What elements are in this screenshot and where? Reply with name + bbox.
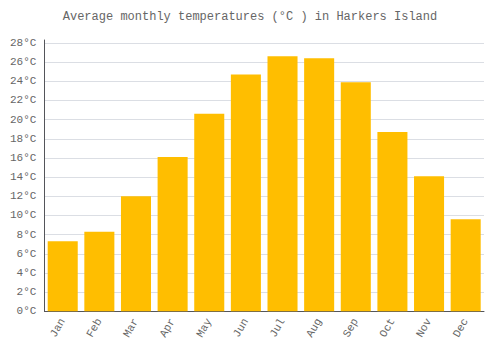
svg-text:2°C: 2°C xyxy=(17,286,37,298)
svg-text:6°C: 6°C xyxy=(17,248,37,260)
svg-text:Oct: Oct xyxy=(377,316,397,339)
svg-text:24°C: 24°C xyxy=(10,75,37,87)
svg-text:Jul: Jul xyxy=(267,316,287,339)
svg-text:20°C: 20°C xyxy=(10,114,37,126)
svg-text:16°C: 16°C xyxy=(10,152,37,164)
svg-text:Jan: Jan xyxy=(48,316,68,339)
svg-text:22°C: 22°C xyxy=(10,94,37,106)
svg-text:May: May xyxy=(194,316,214,339)
svg-text:Nov: Nov xyxy=(414,316,434,339)
svg-text:Jun: Jun xyxy=(231,316,251,339)
svg-text:Aug: Aug xyxy=(304,316,324,339)
svg-text:18°C: 18°C xyxy=(10,133,37,145)
svg-text:Mar: Mar xyxy=(121,316,141,339)
svg-text:Apr: Apr xyxy=(158,316,178,339)
svg-text:4°C: 4°C xyxy=(17,267,37,279)
svg-text:14°C: 14°C xyxy=(10,171,37,183)
svg-text:10°C: 10°C xyxy=(10,209,37,221)
svg-text:26°C: 26°C xyxy=(10,56,37,68)
svg-text:Sep: Sep xyxy=(341,316,361,339)
svg-text:Dec: Dec xyxy=(451,316,471,339)
svg-text:Average monthly temperatures (: Average monthly temperatures (°C ) in Ha… xyxy=(63,10,437,24)
svg-text:Feb: Feb xyxy=(84,316,104,339)
svg-text:0°C: 0°C xyxy=(17,305,37,317)
svg-text:12°C: 12°C xyxy=(10,190,37,202)
svg-text:8°C: 8°C xyxy=(17,229,37,241)
svg-text:28°C: 28°C xyxy=(10,37,37,49)
